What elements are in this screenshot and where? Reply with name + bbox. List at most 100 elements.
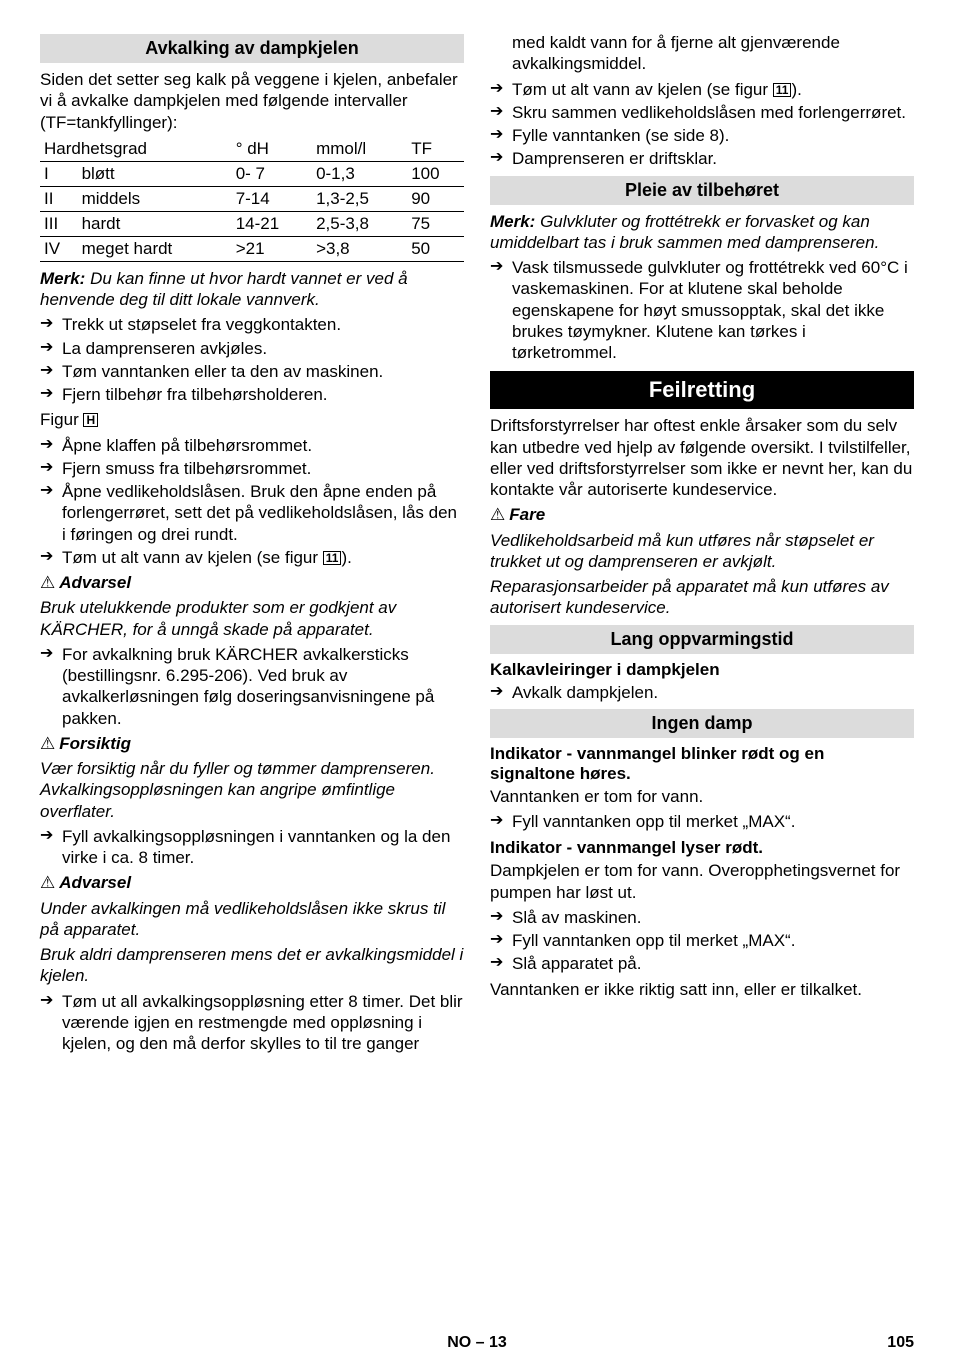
list2: Åpne klaffen på tilbehørsrommet. Fjern s… <box>40 435 464 569</box>
row4-tf: 50 <box>407 236 464 261</box>
merk2-label: Merk: <box>490 212 535 231</box>
warning-icon: ⚠ <box>40 572 55 593</box>
advarsel2b-text: Bruk aldri damprenseren mens det er avka… <box>40 944 464 987</box>
list2-item: Fjern smuss fra tilbehørsrommet. <box>40 458 464 479</box>
sub3-title: Kalkavleiringer i dampkjelen <box>490 660 914 680</box>
row2-mmol: 1,3-2,5 <box>312 186 407 211</box>
list2-last-suffix: ). <box>341 548 351 567</box>
list4: Fyll avkalkingsoppløsningen i vanntanken… <box>40 826 464 869</box>
footer-center: NO – 13 <box>0 1334 954 1352</box>
sub4a-text: Vanntanken er tom for vann. <box>490 786 914 807</box>
list4-item: Fyll avkalkingsoppløsningen i vanntanken… <box>40 826 464 869</box>
advarsel1-label: Advarsel <box>59 573 131 592</box>
advarsel1-text: Bruk utelukkende produkter som er godkje… <box>40 597 464 640</box>
list5: Tøm ut all avkalkingsoppløsning etter 8 … <box>40 991 464 1055</box>
advarsel2-label: Advarsel <box>59 873 131 892</box>
row4-idx: IV <box>40 236 78 261</box>
right-column: med kaldt vann for å fjerne alt gjenvære… <box>490 28 914 1056</box>
list6-item: Skru sammen vedlikeholdslåsen med forlen… <box>490 102 914 123</box>
figure-ref-icon: 11 <box>323 551 342 565</box>
row3-idx: III <box>40 211 78 236</box>
section-header-ingen: Ingen damp <box>490 709 914 738</box>
list1-item: Fjern tilbehør fra tilbehørsholderen. <box>40 384 464 405</box>
sub4b-text: Dampkjelen er tom for vann. Overopphetin… <box>490 860 914 903</box>
th-mmol: mmol/l <box>312 137 407 162</box>
list5-item: Tøm ut all avkalkingsoppløsning etter 8 … <box>40 991 464 1055</box>
section-header-feilretting: Feilretting <box>490 371 914 409</box>
row3-dh: 14-21 <box>232 211 312 236</box>
section-header-avkalking: Avkalking av dampkjelen <box>40 34 464 63</box>
left-column: Avkalking av dampkjelen Siden det setter… <box>40 28 464 1056</box>
list6: Tøm ut alt vann av kjelen (se figur 11).… <box>490 79 914 170</box>
figur-prefix: Figur <box>40 410 83 429</box>
list1-item: La damprenseren avkjøles. <box>40 338 464 359</box>
list8: Avkalk dampkjelen. <box>490 682 914 703</box>
advarsel1-line: ⚠Advarsel <box>40 572 464 593</box>
list7-item: Vask tilsmussede gulvkluter og frottétre… <box>490 257 914 363</box>
row2-name: middels <box>78 186 232 211</box>
row4-dh: >21 <box>232 236 312 261</box>
row1-idx: I <box>40 161 78 186</box>
list9: Fyll vanntanken opp til merket „MAX“. <box>490 811 914 832</box>
hardness-table: Hardhetsgrad ° dH mmol/l TF I bløtt 0- 7… <box>40 137 464 262</box>
warning-icon: ⚠ <box>490 504 505 525</box>
warning-icon: ⚠ <box>40 733 55 754</box>
list6-item: Fylle vanntanken (se side 8). <box>490 125 914 146</box>
list1-item: Trekk ut støpselet fra veggkontakten. <box>40 314 464 335</box>
figur-line: Figur H <box>40 409 464 430</box>
figure-ref-icon: 11 <box>773 83 792 97</box>
list2-item: Åpne klaffen på tilbehørsrommet. <box>40 435 464 456</box>
merk-label: Merk: <box>40 269 85 288</box>
figur-glyph-icon: H <box>83 413 98 427</box>
fare2-span: Reparasjonsarbeider på apparatet må kun … <box>490 577 889 617</box>
list2-item-last: Tøm ut alt vann av kjelen (se figur 11). <box>40 547 464 568</box>
row2-dh: 7-14 <box>232 186 312 211</box>
list10-item: Slå apparatet på. <box>490 953 914 974</box>
sub4b-title: Indikator - vannmangel lyser rødt. <box>490 838 914 858</box>
footer-page-number: 105 <box>887 1334 914 1352</box>
list6-item: Damprenseren er driftsklar. <box>490 148 914 169</box>
row3-tf: 75 <box>407 211 464 236</box>
section-header-lang: Lang oppvarmingstid <box>490 625 914 654</box>
forsiktig-label: Forsiktig <box>59 734 131 753</box>
section-header-pleie: Pleie av tilbehøret <box>490 176 914 205</box>
advarsel2a-text: Under avkalkingen må vedlikeholdslåsen i… <box>40 898 464 941</box>
row1-name: bløtt <box>78 161 232 186</box>
list9-item: Fyll vanntanken opp til merket „MAX“. <box>490 811 914 832</box>
th-hardhetsgrad: Hardhetsgrad <box>40 137 232 162</box>
row3-name: hardt <box>78 211 232 236</box>
row2-tf: 90 <box>407 186 464 211</box>
th-tf: TF <box>407 137 464 162</box>
merk2-text: Gulvkluter og frottétrekk er forvasket o… <box>490 212 879 252</box>
list1: Trekk ut støpselet fra veggkontakten. La… <box>40 314 464 405</box>
list10-item: Slå av maskinen. <box>490 907 914 928</box>
list10-item: Fyll vanntanken opp til merket „MAX“. <box>490 930 914 951</box>
warning-icon: ⚠ <box>40 872 55 893</box>
row1-mmol: 0-1,3 <box>312 161 407 186</box>
forsiktig-line: ⚠Forsiktig <box>40 733 464 754</box>
row3-mmol: 2,5-3,8 <box>312 211 407 236</box>
row2-idx: II <box>40 186 78 211</box>
list6a-prefix: Tøm ut alt vann av kjelen (se figur <box>512 80 773 99</box>
tail-text: Vanntanken er ikke riktig satt inn, elle… <box>490 979 914 1000</box>
merk-text: Du kan finne ut hvor hardt vannet er ved… <box>40 269 408 309</box>
list6-item-first: Tøm ut alt vann av kjelen (se figur 11). <box>490 79 914 100</box>
fare-label: Fare <box>509 505 545 524</box>
feil-intro: Driftsforstyrrelser har oftest enkle års… <box>490 415 914 500</box>
list3-item: For avkalkning bruk KÄRCHER avkalkerstic… <box>40 644 464 729</box>
row4-name: meget hardt <box>78 236 232 261</box>
merk-note: Merk: Du kan finne ut hvor hardt vannet … <box>40 268 464 311</box>
sub4a-title: Indikator - vannmangel blinker rødt og e… <box>490 744 914 784</box>
intro-text: Siden det setter seg kalk på veggene i k… <box>40 69 464 133</box>
advarsel2-line: ⚠Advarsel <box>40 872 464 893</box>
list10: Slå av maskinen. Fyll vanntanken opp til… <box>490 907 914 975</box>
fare-line: ⚠Fare <box>490 504 914 525</box>
forsiktig-text: Vær forsiktig når du fyller og tømmer da… <box>40 758 464 822</box>
list8-item: Avkalk dampkjelen. <box>490 682 914 703</box>
th-dh: ° dH <box>232 137 312 162</box>
list2-last-prefix: Tøm ut alt vann av kjelen (se figur <box>62 548 323 567</box>
cont-text: med kaldt vann for å fjerne alt gjenvære… <box>490 32 914 75</box>
list1-item: Tøm vanntanken eller ta den av maskinen. <box>40 361 464 382</box>
list7: Vask tilsmussede gulvkluter og frottétre… <box>490 257 914 363</box>
list6a-suffix: ). <box>791 80 801 99</box>
